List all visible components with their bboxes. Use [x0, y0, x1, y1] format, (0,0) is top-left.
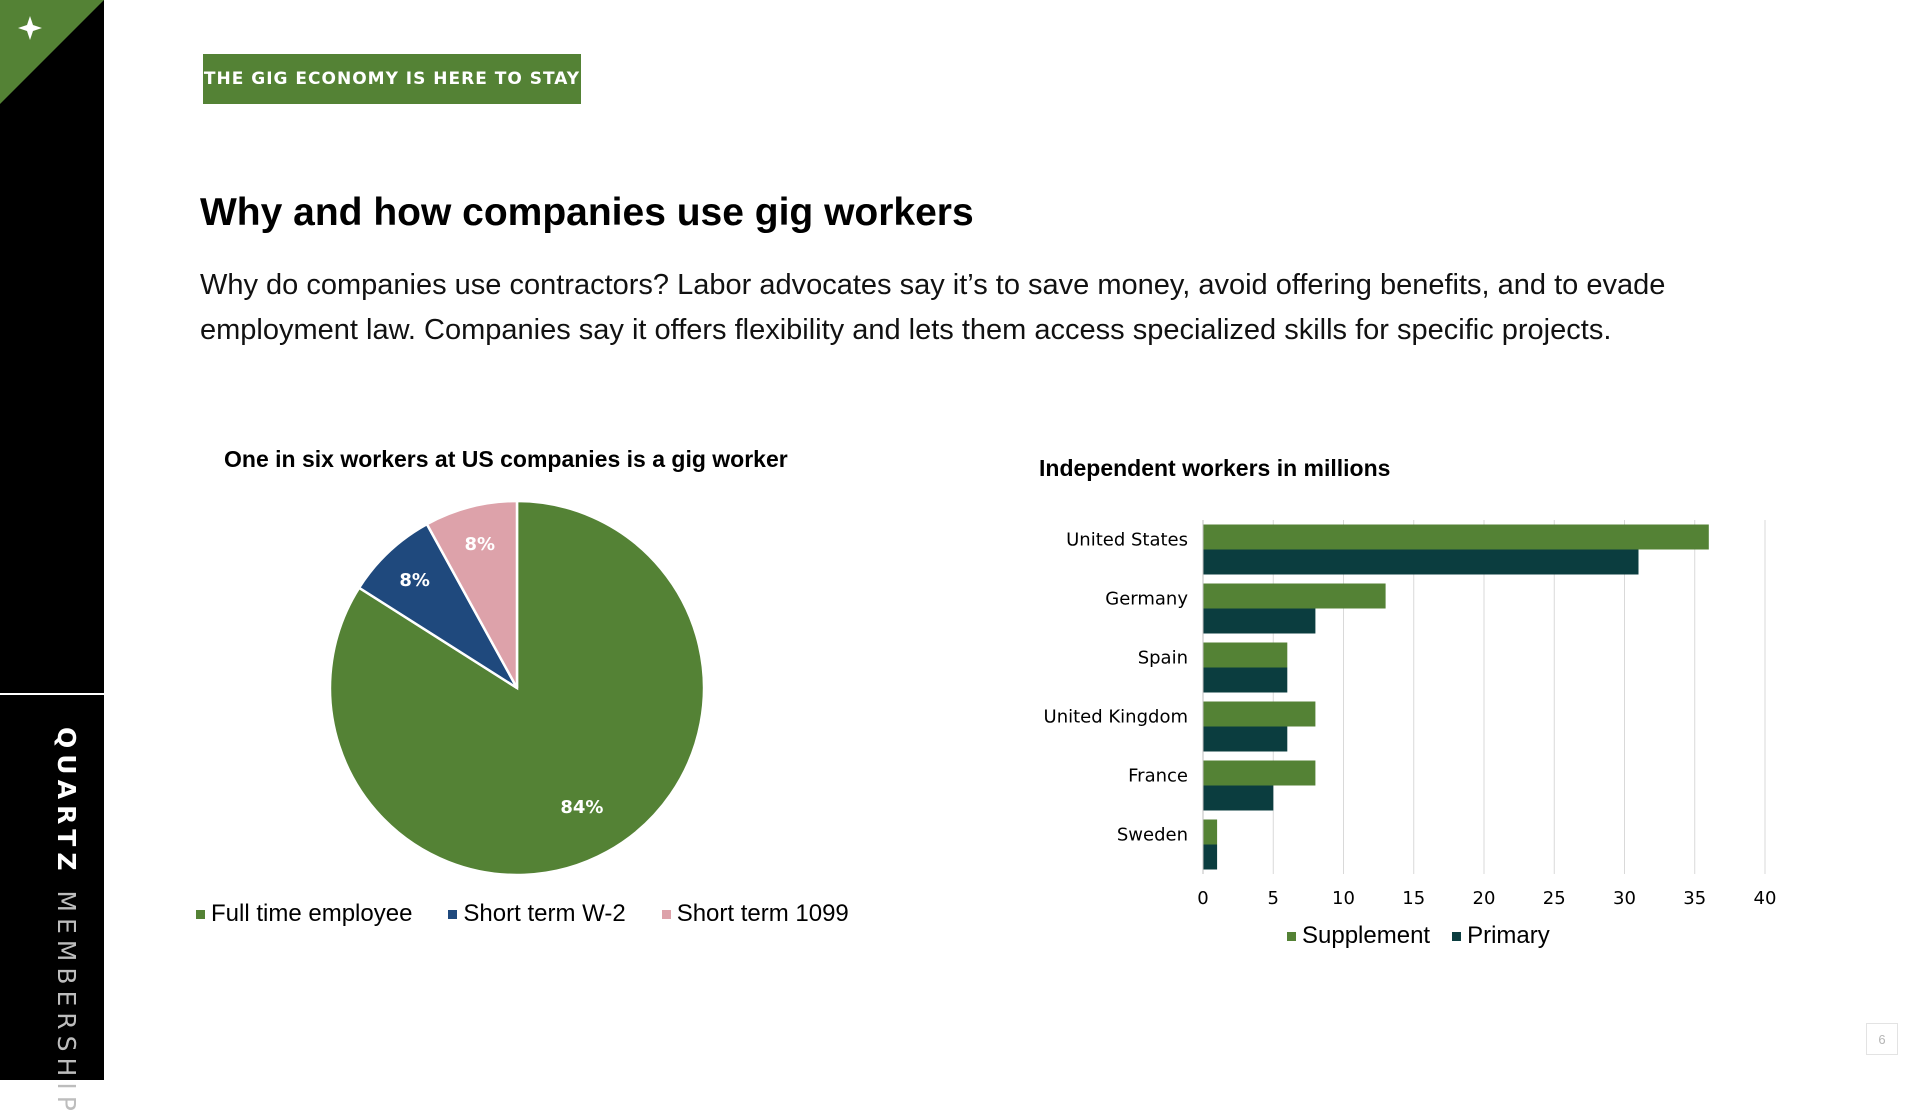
- bar-united-states-supplement: [1203, 524, 1709, 550]
- pie-legend-item: Short term W-2: [448, 900, 626, 928]
- page-body: Why do companies use contractors? Labor …: [200, 269, 1666, 346]
- pie-data-label: 8%: [399, 570, 430, 591]
- legend-label: Short term W-2: [463, 900, 626, 927]
- bar-germany-supplement: [1203, 583, 1386, 609]
- x-tick-label: 10: [1332, 888, 1355, 909]
- category-label: United Kingdom: [1044, 707, 1188, 728]
- page-number: 6: [1866, 1023, 1898, 1055]
- page-title: Why and how companies use gig workers: [200, 191, 974, 234]
- x-tick-label: 20: [1473, 888, 1496, 909]
- pie-slice-short-term-1099: [425, 499, 519, 689]
- pie-chart: 84% 8% 8%: [328, 499, 706, 877]
- x-tick-label: 35: [1683, 888, 1706, 909]
- brand-strong: QUARTZ: [52, 727, 81, 877]
- bar-chart: 0 5 10 15 20 25 30 35 40 United States Germany Spai…: [1044, 520, 1777, 909]
- legend-swatch: [1452, 931, 1462, 941]
- sidebar-divider: [0, 693, 104, 695]
- legend-label: Supplement: [1302, 922, 1431, 949]
- section-tag: THE GIG ECONOMY IS HERE TO STAY: [203, 54, 581, 104]
- pie-legend: Full time employee Short term W-2 Short te…: [196, 900, 885, 928]
- x-tick-label: 0: [1197, 888, 1208, 909]
- legend-swatch: [448, 909, 458, 919]
- bar-sweden-primary: [1203, 844, 1218, 870]
- brand-wordmark: QUARTZ MEMBERSHIP: [52, 727, 81, 1117]
- bar-legend-item: Supplement: [1287, 922, 1430, 950]
- x-tick-label: 25: [1543, 888, 1566, 909]
- legend-label: Full time employee: [211, 900, 413, 927]
- bar-united-kingdom-primary: [1203, 726, 1288, 752]
- legend-swatch: [661, 909, 671, 919]
- pie-data-label: 8%: [465, 534, 496, 555]
- brand-light: MEMBERSHIP: [52, 876, 81, 1117]
- bar-germany-primary: [1203, 608, 1316, 634]
- pie-slice-short-term-w-2: [357, 522, 519, 690]
- pie-data-label: 84%: [560, 797, 603, 818]
- category-label: Sweden: [1117, 825, 1188, 846]
- pie-chart-title: One in six workers at US companies is a …: [224, 446, 788, 472]
- bar-france-supplement: [1203, 760, 1316, 786]
- sidebar: QUARTZ MEMBERSHIP: [0, 0, 104, 1117]
- category-label: Germany: [1105, 589, 1188, 610]
- x-tick-label: 5: [1268, 888, 1279, 909]
- corner-badge: [0, 0, 104, 104]
- x-tick-label: 30: [1613, 888, 1636, 909]
- bar-spain-supplement: [1203, 642, 1288, 668]
- category-label: United States: [1066, 530, 1188, 551]
- category-label: Spain: [1138, 648, 1188, 669]
- pie-legend-item: Short term 1099: [661, 900, 849, 928]
- bar-legend-item: Primary: [1452, 922, 1550, 950]
- bar-united-states-primary: [1203, 549, 1639, 575]
- legend-swatch: [196, 909, 205, 919]
- pie-legend-item: Full time employee: [196, 900, 412, 928]
- bar-legend: Supplement Primary: [1287, 922, 1572, 950]
- bar-france-primary: [1203, 785, 1274, 811]
- legend-label: Primary: [1467, 922, 1550, 949]
- legend-label: Short term 1099: [676, 900, 849, 927]
- bar-sweden-supplement: [1203, 819, 1218, 845]
- corner-triangle: [0, 0, 104, 104]
- bar-chart-title: Independent workers in millions: [1039, 455, 1391, 481]
- x-tick-label: 15: [1402, 888, 1425, 909]
- sparkle-icon: [18, 16, 42, 40]
- bar-united-kingdom-supplement: [1203, 701, 1316, 727]
- x-tick-label: 40: [1754, 888, 1777, 909]
- category-label: France: [1128, 766, 1188, 787]
- legend-swatch: [1287, 931, 1296, 941]
- bar-spain-primary: [1203, 667, 1288, 693]
